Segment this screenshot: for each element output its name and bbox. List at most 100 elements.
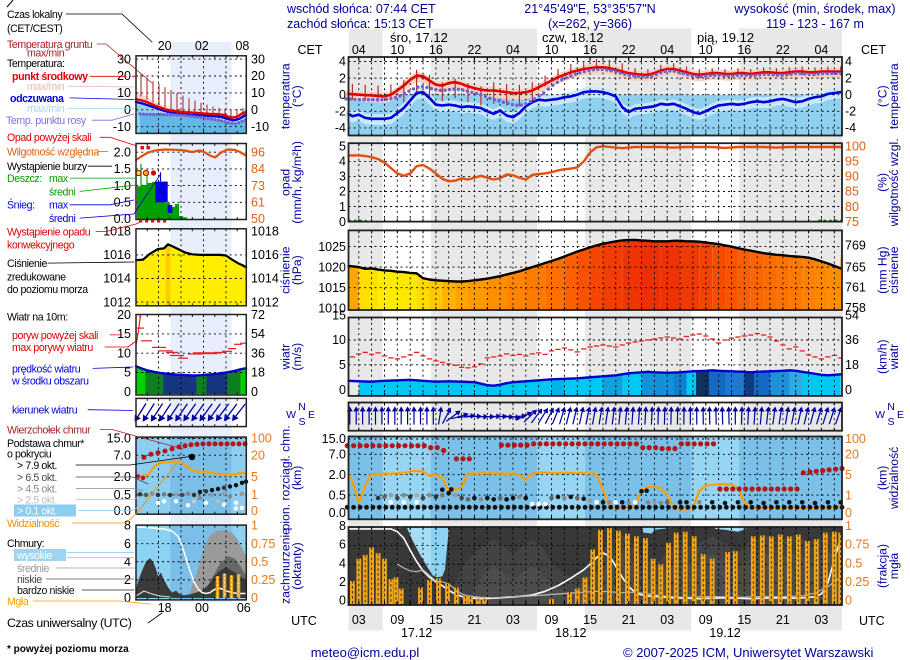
svg-text:0.5: 0.5: [251, 555, 268, 569]
svg-text:Chmury:: Chmury:: [7, 538, 44, 550]
svg-text:20: 20: [251, 448, 265, 462]
svg-text:16: 16: [737, 43, 751, 57]
svg-text:00: 00: [195, 601, 209, 615]
svg-text:72: 72: [251, 308, 265, 322]
svg-text:19.12: 19.12: [709, 626, 740, 640]
svg-text:max: max: [49, 200, 69, 212]
svg-text:09: 09: [699, 613, 713, 627]
svg-text:0.25: 0.25: [845, 575, 869, 589]
svg-text:0: 0: [251, 591, 258, 605]
svg-text:2: 2: [339, 71, 346, 85]
svg-text:1: 1: [251, 488, 258, 502]
svg-text:* powyżej poziomu morza: * powyżej poziomu morza: [7, 644, 129, 655]
svg-text:Wiatr na 10m:: Wiatr na 10m:: [7, 312, 68, 324]
svg-text:50: 50: [251, 212, 265, 226]
svg-text:wilgotność wzgl.: wilgotność wzgl.: [887, 138, 901, 227]
svg-text:7.0: 7.0: [329, 448, 346, 462]
svg-text:0.75: 0.75: [845, 538, 869, 552]
svg-text:6: 6: [339, 538, 346, 552]
svg-text:08: 08: [235, 39, 249, 53]
svg-text:04: 04: [352, 43, 366, 57]
svg-text:09: 09: [390, 613, 404, 627]
svg-text:0: 0: [339, 383, 346, 397]
svg-text:16: 16: [429, 43, 443, 57]
svg-text:54: 54: [251, 327, 265, 341]
svg-text:0: 0: [251, 385, 258, 399]
svg-text:84: 84: [251, 162, 265, 176]
svg-text:36: 36: [251, 346, 265, 360]
svg-text:max: max: [49, 173, 69, 185]
svg-text:2.0: 2.0: [329, 468, 346, 482]
svg-text:1015: 1015: [318, 281, 346, 295]
svg-text:5: 5: [339, 140, 346, 154]
svg-text:Podstawa chmur*: Podstawa chmur*: [7, 438, 84, 450]
svg-text:8: 8: [124, 519, 131, 533]
svg-text:-10: -10: [251, 120, 269, 134]
svg-text:36: 36: [845, 333, 859, 347]
svg-text:max porywy wiatru: max porywy wiatru: [12, 342, 93, 354]
svg-text:5: 5: [845, 468, 852, 482]
svg-text:(km): (km): [876, 466, 890, 490]
svg-text:10: 10: [117, 346, 131, 360]
svg-text:do poziomu morza: do poziomu morza: [7, 284, 88, 296]
svg-text:0.0: 0.0: [114, 504, 131, 518]
svg-text:Czas uniwersalny (UTC): Czas uniwersalny (UTC): [7, 616, 132, 630]
svg-text:20: 20: [158, 39, 172, 53]
svg-text:wiatr: wiatr: [279, 344, 293, 371]
svg-text:2.0: 2.0: [114, 145, 131, 159]
svg-text:(hPa): (hPa): [290, 255, 304, 285]
svg-text:03: 03: [814, 613, 828, 627]
svg-text:wysokie: wysokie: [16, 550, 52, 562]
svg-text:wschód słońca: 07:44 CET: wschód słońca: 07:44 CET: [286, 2, 436, 16]
svg-text:0.25: 0.25: [251, 573, 275, 587]
svg-text:1.0: 1.0: [114, 179, 131, 193]
svg-text:09: 09: [545, 613, 559, 627]
svg-text:konwekcyjnego: konwekcyjnego: [7, 240, 75, 252]
svg-text:2: 2: [339, 575, 346, 589]
svg-text:-4: -4: [335, 121, 346, 135]
svg-text:15: 15: [332, 308, 346, 322]
svg-text:(mm Hg): (mm Hg): [876, 247, 890, 294]
svg-text:90: 90: [845, 170, 859, 184]
svg-text:o pokryciu: o pokryciu: [7, 448, 52, 460]
svg-text:15: 15: [583, 613, 597, 627]
svg-text:czw, 18.12: czw, 18.12: [542, 30, 603, 45]
svg-text:bardzo niskie: bardzo niskie: [17, 585, 75, 597]
svg-text:22: 22: [622, 43, 636, 57]
svg-text:4: 4: [845, 55, 852, 69]
svg-text:> 6.5 okt.: > 6.5 okt.: [17, 472, 57, 484]
svg-text:> 0.1 okt.: > 0.1 okt.: [17, 505, 57, 517]
svg-text:mgła: mgła: [887, 553, 901, 580]
svg-text:2: 2: [124, 573, 131, 587]
svg-text:18.12: 18.12: [555, 626, 586, 640]
svg-text:20: 20: [117, 308, 131, 322]
svg-text:0: 0: [251, 504, 258, 518]
svg-text:N: N: [887, 401, 895, 413]
svg-text:02: 02: [195, 39, 209, 53]
svg-text:17.12: 17.12: [401, 626, 432, 640]
svg-text:80: 80: [845, 200, 859, 214]
svg-text:1016: 1016: [251, 248, 279, 262]
svg-text:1012: 1012: [251, 295, 279, 309]
svg-text:0: 0: [124, 385, 131, 399]
svg-text:10: 10: [117, 86, 131, 100]
svg-text:Wilgotność względna: Wilgotność względna: [7, 146, 99, 158]
svg-text:S: S: [298, 416, 305, 428]
svg-text:© 2007-2025 ICM, Uniwersytet W: © 2007-2025 ICM, Uniwersytet Warszawski: [623, 645, 874, 660]
svg-text:20: 20: [251, 69, 265, 83]
svg-text:0.0: 0.0: [329, 506, 346, 520]
svg-text:niskie: niskie: [17, 574, 42, 586]
svg-text:ciśnienie: ciśnienie: [887, 246, 901, 294]
svg-text:758: 758: [845, 301, 866, 315]
svg-text:1.5: 1.5: [114, 162, 131, 176]
svg-text:kierunek wiatru: kierunek wiatru: [12, 405, 78, 417]
svg-text:04: 04: [506, 43, 520, 57]
svg-text:pion. rozciągł. chm.: pion. rozciągł. chm.: [279, 425, 293, 530]
svg-text:W: W: [875, 409, 885, 421]
svg-text:średnie: średnie: [17, 563, 49, 575]
svg-text:wiatr: wiatr: [887, 344, 901, 371]
svg-text:03: 03: [660, 613, 674, 627]
svg-text:(km/h): (km/h): [876, 339, 890, 374]
svg-text:18: 18: [158, 601, 172, 615]
svg-text:03: 03: [352, 613, 366, 627]
